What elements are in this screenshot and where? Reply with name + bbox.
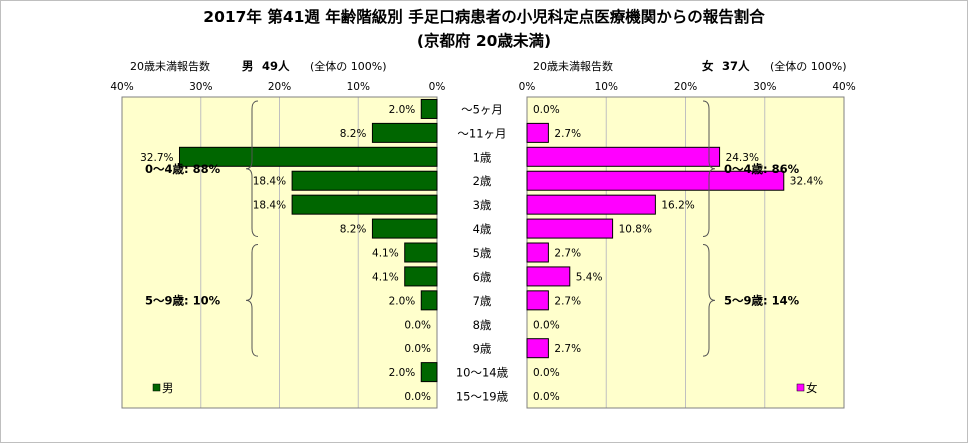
male-value-label: 2.0% [389, 367, 416, 379]
female-value-label: 5.4% [576, 271, 603, 283]
category-label: 6歳 [473, 270, 492, 284]
female-value-label: 2.7% [554, 248, 581, 260]
male-bar [420, 98, 438, 119]
female-bar [526, 242, 549, 263]
male-bar [371, 122, 438, 143]
female-value-label: 24.3% [726, 152, 759, 164]
male-value-label: 18.4% [253, 176, 286, 188]
header-sex: 男 [242, 59, 254, 73]
female-range-summary: 0～4歳: 86% [724, 162, 800, 176]
female-legend-swatch [796, 383, 805, 392]
female-value-label: 2.7% [554, 128, 581, 140]
right-x-tick-label: 0% [519, 81, 536, 93]
right-x-tick-label: 30% [753, 81, 776, 93]
male-range-summary: 5～9歳: 10% [145, 293, 221, 307]
category-label: 10～14歳 [456, 366, 509, 380]
left-x-tick-label: 10% [347, 81, 370, 93]
male-bar [404, 242, 438, 263]
header-note: (全体の 100%) [770, 59, 847, 73]
male-legend-swatch [152, 383, 161, 392]
right-x-tick-label: 40% [832, 81, 855, 93]
female-bar [526, 266, 571, 287]
female-value-label: 0.0% [533, 391, 560, 403]
male-bar [420, 290, 438, 311]
right-x-tick-label: 20% [674, 81, 697, 93]
male-value-label: 2.0% [389, 104, 416, 116]
female-value-label: 0.0% [533, 104, 560, 116]
female-bar [526, 338, 549, 359]
category-label: 7歳 [473, 294, 492, 308]
female-value-label: 10.8% [619, 224, 652, 236]
category-label: ～11ヶ月 [457, 126, 506, 140]
male-value-label: 0.0% [404, 391, 431, 403]
male-bar [178, 146, 438, 167]
left-x-tick-label: 40% [110, 81, 133, 93]
header-sex: 女 [702, 59, 714, 73]
header-count: 37人 [722, 59, 750, 73]
male-value-label: 2.0% [389, 295, 416, 307]
left-x-tick-label: 30% [189, 81, 212, 93]
male-value-label: 0.0% [404, 319, 431, 331]
female-bar [526, 122, 549, 143]
left-x-tick-label: 20% [268, 81, 291, 93]
female-value-label: 32.4% [790, 176, 823, 188]
header-count: 49人 [262, 59, 290, 73]
female-value-label: 2.7% [554, 295, 581, 307]
male-bar [371, 218, 438, 239]
female-range-summary: 5～9歳: 14% [724, 293, 800, 307]
header-note: (全体の 100%) [310, 59, 387, 73]
category-label: 9歳 [473, 342, 492, 356]
brace [702, 100, 716, 238]
category-label: 15～19歳 [456, 390, 509, 404]
category-label: 2歳 [473, 174, 492, 188]
category-label: 8歳 [473, 318, 492, 332]
male-bar [291, 194, 438, 215]
male-value-label: 32.7% [140, 152, 173, 164]
chart-title: 2017年 第41週 年齢階級別 手足口病患者の小児科定点医療機関からの報告割合 [203, 7, 765, 26]
female-bar [526, 194, 656, 215]
female-value-label: 16.2% [661, 200, 694, 212]
female-bar [526, 146, 721, 167]
category-label: 5歳 [473, 246, 492, 260]
male-value-label: 0.0% [404, 343, 431, 355]
chart-content: 20歳未満報告数男 49人 (全体の 100%) 20歳未満報告数女 37人 (全体の 1… [110, 59, 856, 409]
male-bar [291, 170, 438, 191]
male-value-label: 4.1% [372, 271, 399, 283]
male-value-label: 18.4% [253, 200, 286, 212]
female-value-label: 0.0% [533, 367, 560, 379]
female-bar [526, 170, 785, 191]
male-value-label: 8.2% [340, 224, 367, 236]
left-x-tick-label: 0% [429, 81, 446, 93]
chart-subtitle: (京都府 20歳未満) [417, 31, 551, 50]
category-label: 3歳 [473, 198, 492, 212]
male-value-label: 4.1% [372, 248, 399, 260]
header-caption: 20歳未満報告数 [130, 60, 210, 73]
male-bar [404, 266, 438, 287]
brace [245, 244, 259, 357]
female-value-label: 2.7% [554, 343, 581, 355]
female-bar [526, 218, 614, 239]
male-legend-label: 男 [162, 381, 174, 395]
male-value-label: 8.2% [340, 128, 367, 140]
category-label: ～5ヶ月 [461, 102, 503, 116]
female-value-label: 0.0% [533, 319, 560, 331]
category-label: 1歳 [473, 150, 492, 164]
male-range-summary: 0～4歳: 88% [145, 162, 221, 176]
female-bar [526, 290, 549, 311]
female-legend-label: 女 [806, 381, 818, 395]
brace [245, 100, 259, 238]
category-label: 4歳 [473, 222, 492, 236]
male-bar [420, 362, 438, 383]
brace [702, 244, 716, 357]
right-x-tick-label: 10% [595, 81, 618, 93]
header-caption: 20歳未満報告数 [533, 60, 613, 73]
